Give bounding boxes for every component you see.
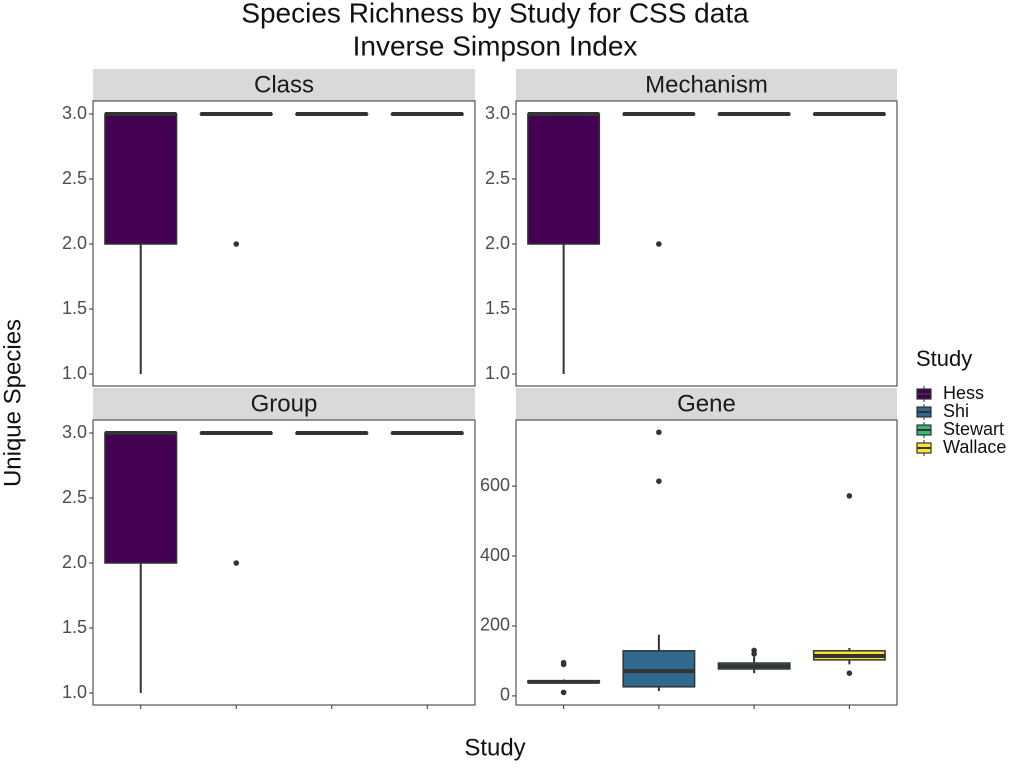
y-tick-label: 3.0 [62,103,87,123]
outlier [656,429,662,436]
facet-label: Gene [677,390,736,417]
facet-label: Mechanism [645,71,768,98]
legend-label: Hess [943,383,984,403]
y-tick-label: 200 [480,615,510,635]
y-tick-label: 2.5 [485,168,510,188]
y-tick-label: 2.0 [485,233,510,253]
facet-strip [516,69,897,101]
outlier [656,478,662,484]
panel-border [515,419,898,706]
outlier [560,689,567,696]
y-tick-label: 1.5 [62,617,87,637]
chart-title: Species Richness by Study for CSS data [241,0,749,28]
outlier [233,560,240,566]
y-tick-label: 1.0 [62,363,87,383]
box [104,113,178,245]
y-tick-label: 1.0 [485,363,510,383]
outlier [233,241,240,247]
y-tick-label: 1.5 [485,298,510,318]
panel-border [92,100,476,387]
y-tick-label: 3.0 [485,103,510,123]
x-axis-label: Study [464,734,525,761]
box [622,650,696,688]
chart-subtitle: Inverse Simpson Index [353,30,638,61]
box [527,113,601,245]
y-tick-label: 1.0 [62,682,87,702]
y-tick-label: 2.0 [62,233,87,253]
legend-label: Shi [943,401,969,421]
y-axis-label: Unique Species [0,319,26,487]
panel-border [92,419,476,706]
facet-label: Class [254,71,314,98]
y-tick-label: 0 [500,685,510,705]
y-tick-label: 2.0 [62,552,87,572]
y-tick-label: 2.5 [62,487,87,507]
facet-strip [516,388,897,420]
y-tick-label: 2.5 [62,168,87,188]
outlier [751,647,757,654]
facet-strip [93,388,475,420]
panel-border [515,100,898,387]
legend-title: Study [916,346,972,371]
y-tick-label: 400 [480,545,510,565]
y-tick-label: 1.5 [62,298,87,318]
outlier [656,241,662,247]
facet-label: Group [251,390,318,417]
box [104,432,178,564]
y-tick-label: 600 [480,475,510,495]
legend-label: Stewart [943,419,1004,439]
legend-label: Wallace [943,437,1006,457]
outlier [560,659,567,666]
y-tick-label: 3.0 [62,422,87,442]
outlier [846,670,853,676]
facet-strip [93,69,475,101]
outlier [846,493,853,499]
